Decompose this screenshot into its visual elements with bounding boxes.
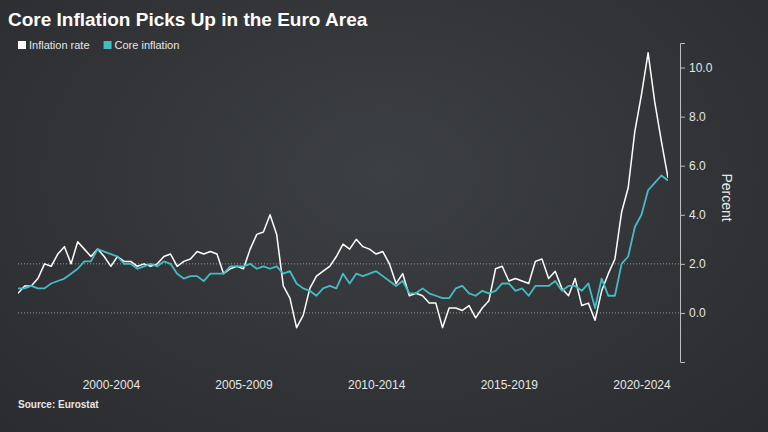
tick-mark [680,215,685,216]
tick: 4.0 [680,208,706,222]
tick: 6.0 [680,159,706,173]
tick: 2010-2014 [348,372,406,392]
series-line [18,53,668,328]
x-axis: 2000-2004 2005-2009 2010-2014 2015-2019 2020… [83,372,671,392]
legend: Inflation rate Core inflation [18,39,179,51]
reference-lines [18,264,680,313]
y-axis: 0.0 2.0 4.0 6.0 8.0 10.0 [680,44,713,363]
chart: Core Inflation Picks Up in the Euro Area… [0,0,768,432]
tick-mark [680,264,685,265]
tick: 2000-2004 [83,372,141,392]
tick-mark [680,166,685,167]
tick-label: 2.0 [689,257,706,271]
legend-swatch [18,41,26,49]
tick: 2020-2024 [613,372,671,392]
tick: 2.0 [680,257,706,271]
tick-label: 2005-2009 [215,378,273,392]
tick-label: 2015-2019 [481,378,539,392]
tick: 0.0 [680,306,706,320]
series-line [18,176,668,309]
tick-mark [680,117,685,118]
tick-label: 6.0 [689,159,706,173]
tick-label: 2000-2004 [83,378,141,392]
tick: 10.0 [680,61,713,75]
tick-mark [680,313,685,314]
legend-label: Inflation rate [29,39,90,51]
legend-label: Core inflation [115,39,180,51]
tick: 2015-2019 [481,372,539,392]
tick-label: 4.0 [689,208,706,222]
legend-swatch [104,41,112,49]
tick: 2005-2009 [215,372,273,392]
source: Source: Eurostat [18,399,99,410]
axis-line [681,44,686,363]
plot-area [18,53,668,328]
tick-label: 2020-2024 [613,378,671,392]
tick-label: 2010-2014 [348,378,406,392]
tick: 8.0 [680,110,706,124]
tick-label: 0.0 [689,306,706,320]
tick-mark [680,68,685,69]
title: Core Inflation Picks Up in the Euro Area [8,9,368,30]
reference-line [18,263,680,264]
reference-line [18,312,680,313]
tick-label: 10.0 [689,61,713,75]
tick-label: 8.0 [689,110,706,124]
axis-title: Percent [719,173,735,221]
